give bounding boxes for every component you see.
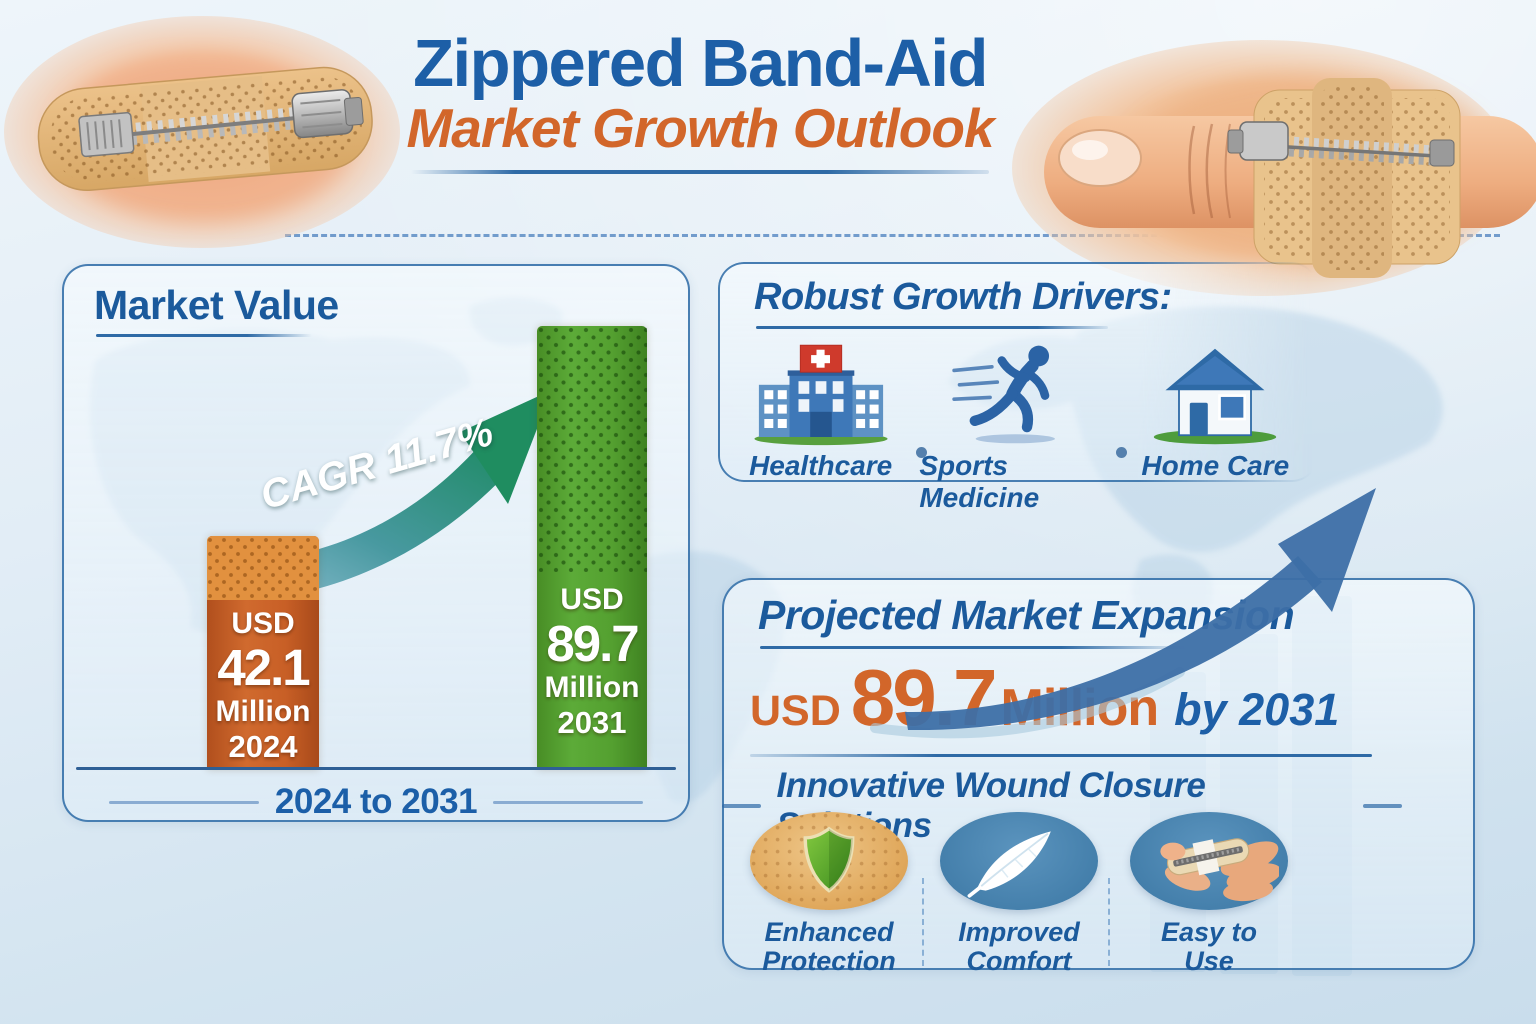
driver-sports-medicine: Sports Medicine: [919, 338, 1116, 514]
bar-2031-value: 89.7: [546, 615, 639, 673]
feature-label-comfort: Improved Comfort: [958, 917, 1080, 976]
driver-label-sports-medicine: Sports Medicine: [919, 450, 1040, 513]
driver-separator-dot: [1116, 447, 1127, 458]
feature-label-protection: Enhanced Protection: [762, 917, 896, 976]
bar-2031-unit: Million: [544, 671, 640, 705]
bar-2024-label: USD 42.1 Million 2024: [207, 608, 319, 764]
x-axis-label: 2024 to 2031: [62, 782, 690, 822]
shield-icon: [803, 826, 855, 893]
house-icon: [1154, 348, 1277, 445]
runner-icon: [952, 345, 1055, 444]
driver-label-healthcare: Healthcare: [749, 450, 893, 481]
bar-2024-bandage-pad: [207, 536, 319, 600]
projection-unit: Million: [1000, 679, 1160, 737]
finger-bandage: [1227, 78, 1461, 278]
feature-enhanced-protection: Enhanced Protection: [734, 812, 924, 975]
feature-label-easy: Easy to Use: [1160, 917, 1258, 976]
growth-drivers-heading: Robust Growth Drivers:: [754, 276, 1172, 318]
projection-panel: Projected Market Expansion USD 89.7 Mill…: [722, 578, 1475, 975]
projection-currency: USD: [750, 687, 841, 735]
finger-bandaid-photo-right: [1012, 40, 1536, 296]
bar-2024-year: 2024: [228, 729, 298, 765]
feature-divider: [922, 878, 924, 966]
chart-baseline: [76, 767, 676, 770]
feature-improved-comfort: Improved Comfort: [924, 812, 1114, 975]
projection-heading-underline: [760, 646, 1190, 649]
projection-value-row: USD 89.7 Million by 2031: [750, 658, 1339, 738]
feature-oval-comfort: [940, 812, 1098, 910]
features-row: Enhanced Protection Improved Comfort: [734, 812, 1304, 975]
drivers-row: Healthcare: [722, 338, 1314, 514]
page-subtitle: Market Growth Outlook: [406, 97, 994, 160]
tagline-dash-left: [722, 804, 761, 808]
header-dashed-divider: [285, 234, 1500, 237]
growth-drivers-panel: Robust Growth Drivers:: [718, 262, 1318, 513]
feature-easy-to-use: Easy to Use: [1114, 812, 1304, 975]
projection-by-year: by 2031: [1174, 684, 1340, 735]
bar-2031-currency: USD: [560, 583, 624, 616]
driver-healthcare: Healthcare: [742, 338, 900, 514]
bar-2024-currency: USD: [231, 607, 295, 640]
page-title: Zippered Band-Aid: [413, 26, 988, 101]
zipper-end-tab: [78, 111, 135, 158]
title-underline: [411, 170, 989, 175]
zipper-bandaid-photo-left: [4, 16, 400, 248]
feature-divider: [1108, 878, 1110, 966]
hospital-icon: [754, 344, 888, 446]
bar-2031-label: USD 89.7 Million 2031: [537, 584, 647, 740]
driver-label-home-care: Home Care: [1141, 450, 1290, 481]
projection-value: 89.7: [850, 653, 998, 742]
market-value-heading: Market Value: [94, 282, 339, 328]
feature-oval-protection: [750, 812, 908, 910]
feather-icon: [967, 831, 1051, 898]
driver-home-care: Home Care: [1140, 338, 1290, 514]
feature-oval-easy: [1130, 812, 1288, 910]
bar-2024: USD 42.1 Million 2024: [207, 536, 319, 770]
header: Zippered Band-Aid Market Growth Outlook: [320, 26, 1080, 175]
bar-2024-unit: Million: [215, 695, 311, 729]
projection-divider: [750, 754, 1372, 757]
axis-tick-line-right: [493, 800, 644, 804]
axis-tick-line-left: [108, 800, 259, 804]
market-value-heading-underline: [96, 334, 312, 337]
driver-separator-dot: [916, 447, 927, 458]
projection-heading: Projected Market Expansion: [758, 592, 1295, 638]
market-value-panel: Market Value CAGR 11.7% USD 42.1 Million…: [62, 264, 690, 822]
growth-drivers-heading-underline: [756, 326, 1108, 329]
bar-2024-value: 42.1: [217, 639, 310, 697]
bar-2031: USD 89.7 Million 2031: [537, 326, 647, 770]
tagline-dash-right: [1363, 804, 1402, 808]
hand-bandage-icon: [1160, 838, 1279, 902]
zipper-slider: [291, 89, 364, 139]
bar-2031-year: 2031: [557, 705, 627, 741]
